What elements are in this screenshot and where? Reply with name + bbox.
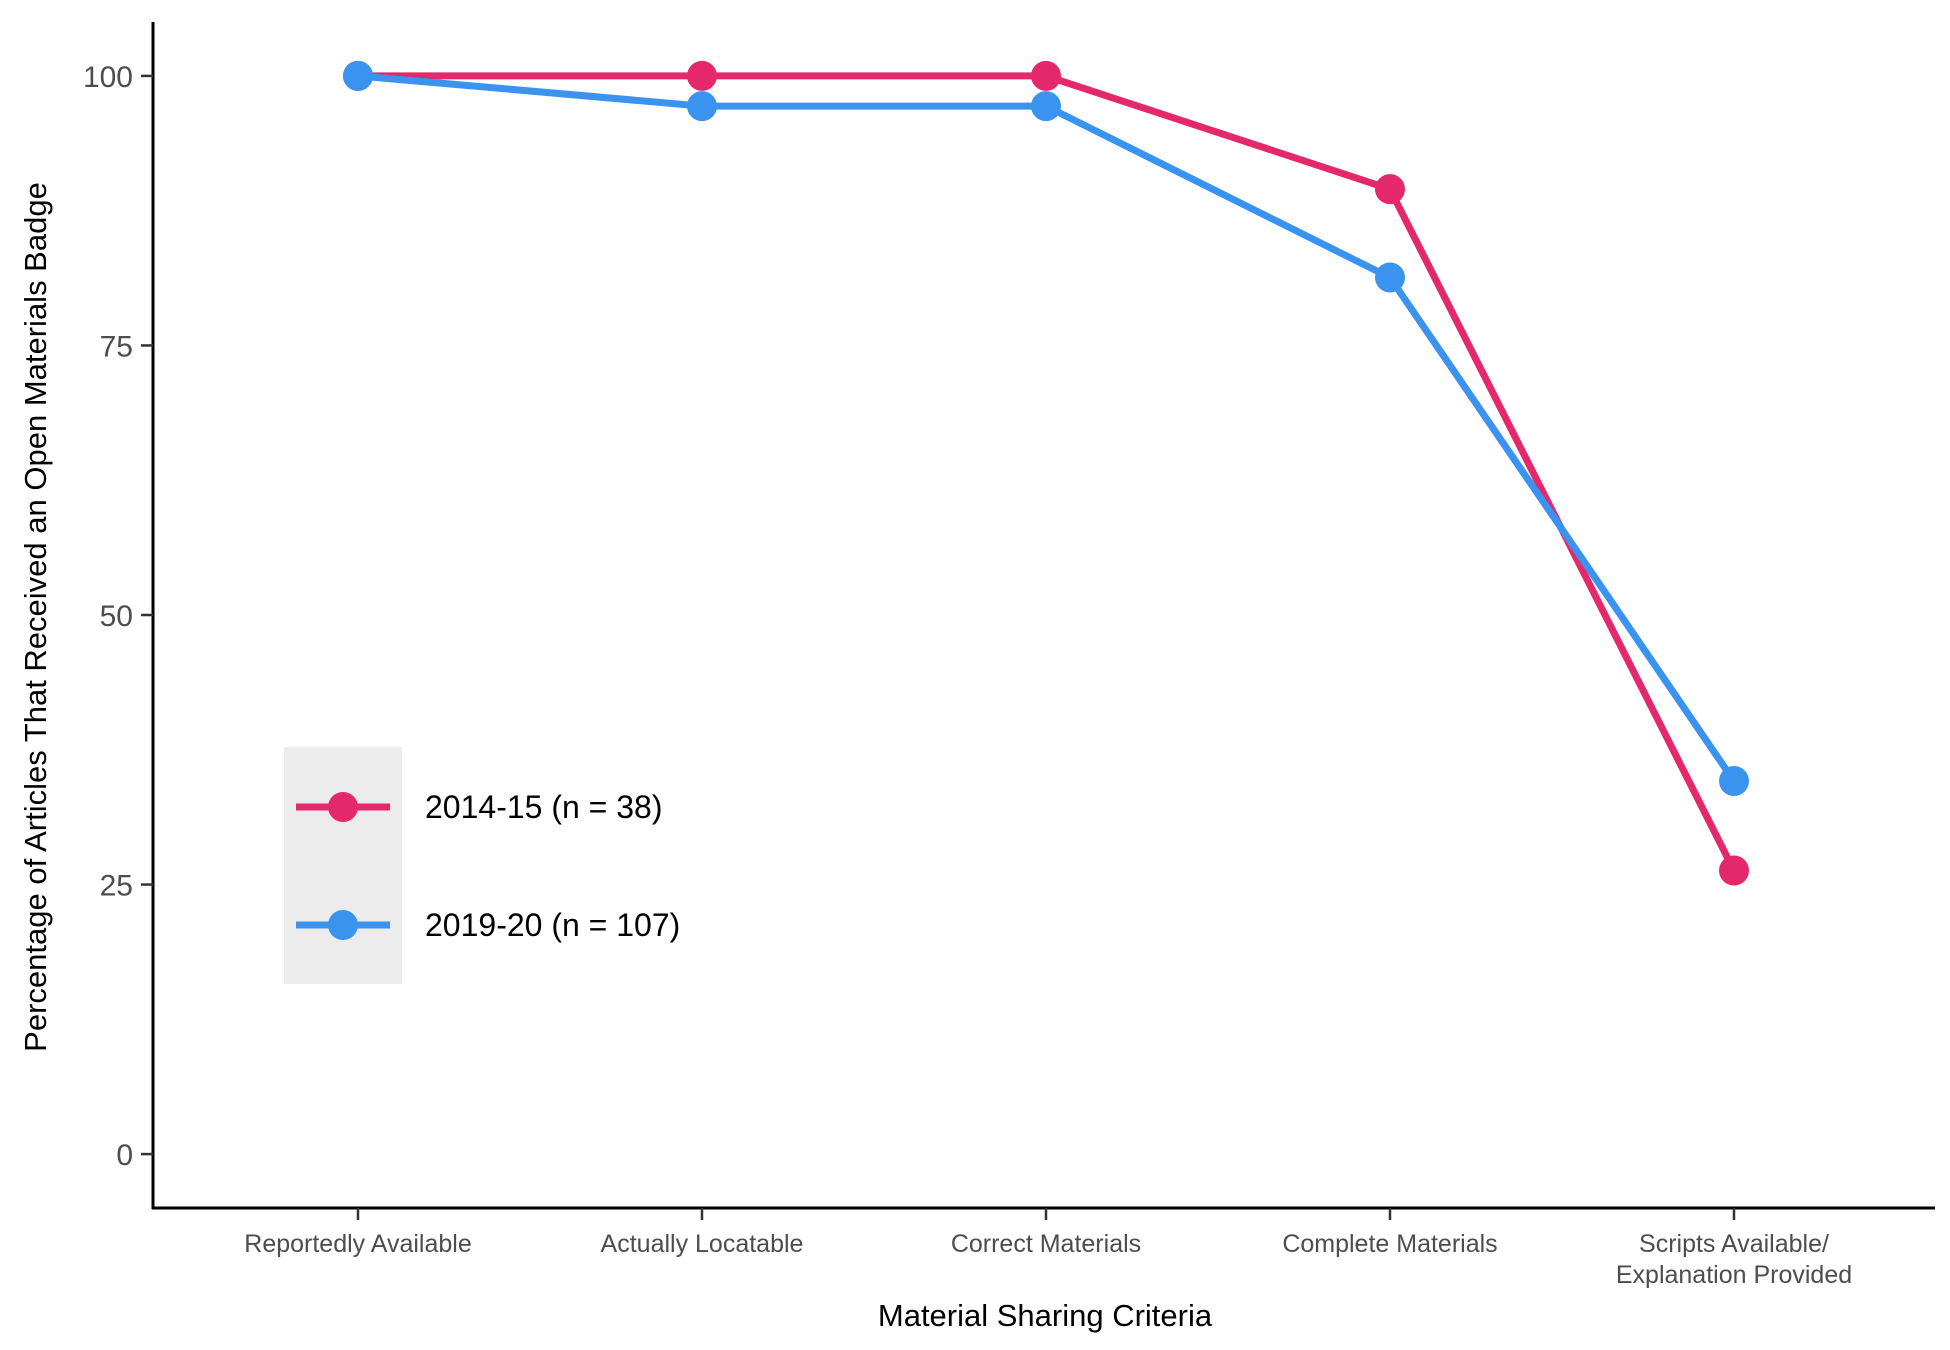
data-point bbox=[1031, 91, 1061, 122]
data-point bbox=[1719, 855, 1749, 886]
legend-marker bbox=[328, 910, 358, 940]
legend: 2014-15 (n = 38) 2019-20 (n = 107) bbox=[284, 747, 680, 984]
legend-label: 2019-20 (n = 107) bbox=[425, 907, 680, 943]
x-tick-label: Complete Materials bbox=[1282, 1230, 1497, 1258]
legend-item: 2019-20 (n = 107) bbox=[296, 907, 680, 943]
data-point bbox=[1719, 766, 1749, 797]
data-point bbox=[1031, 60, 1061, 91]
y-tick-label: 50 bbox=[100, 600, 133, 633]
y-tick-label: 100 bbox=[83, 61, 133, 94]
data-point bbox=[1375, 174, 1405, 205]
x-tick-label: Correct Materials bbox=[951, 1230, 1141, 1258]
legend-marker bbox=[328, 792, 358, 822]
y-axis-title: Percentage of Articles That Received an … bbox=[18, 182, 53, 1052]
x-tick-label: Actually Locatable bbox=[601, 1230, 804, 1258]
y-tick-label: 0 bbox=[116, 1139, 133, 1172]
data-point bbox=[687, 60, 717, 91]
data-point bbox=[1375, 262, 1405, 293]
axes: 0 25 50 75 100 Reportedly Available Actually L… bbox=[83, 22, 1935, 1289]
legend-key-background bbox=[284, 747, 402, 984]
series-1 bbox=[343, 60, 1749, 886]
series-layer bbox=[343, 60, 1749, 886]
x-tick-label: Scripts Available/Explanation Provided bbox=[1616, 1230, 1852, 1289]
y-tick-label: 25 bbox=[100, 870, 133, 903]
data-point bbox=[687, 91, 717, 122]
x-axis-title: Material Sharing Criteria bbox=[878, 1298, 1213, 1333]
legend-item: 2014-15 (n = 38) bbox=[296, 789, 663, 825]
y-tick-label: 75 bbox=[100, 330, 133, 363]
x-tick-label: Reportedly Available bbox=[244, 1230, 471, 1258]
data-point bbox=[343, 60, 373, 91]
series-2 bbox=[343, 60, 1749, 797]
legend-label: 2014-15 (n = 38) bbox=[425, 789, 663, 825]
